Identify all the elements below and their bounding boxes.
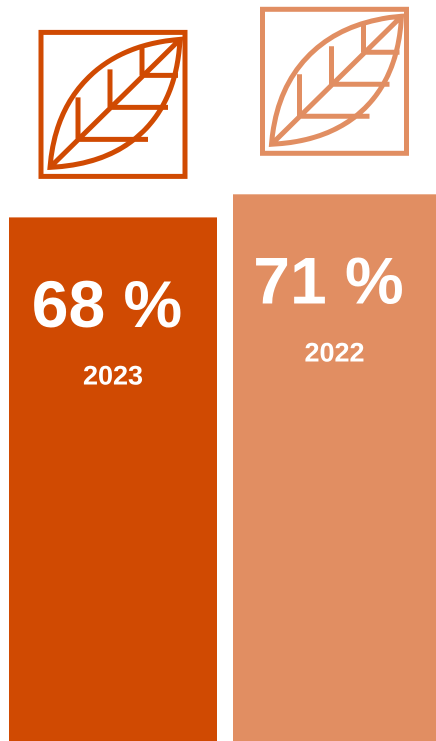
category-label: 2023	[83, 361, 143, 391]
value-label: 68 %	[32, 267, 182, 341]
leaf-veins	[269, 14, 404, 147]
leaf-icon	[260, 6, 409, 156]
leaf-veins	[48, 37, 182, 170]
leaf-outline	[268, 13, 405, 147]
value-label: 71 %	[253, 244, 403, 318]
bar	[233, 194, 436, 741]
icon-frame	[38, 29, 188, 179]
icon-frame	[260, 6, 409, 156]
category-label: 2022	[304, 337, 364, 367]
bar	[9, 217, 217, 741]
leaf-icon	[38, 29, 188, 179]
